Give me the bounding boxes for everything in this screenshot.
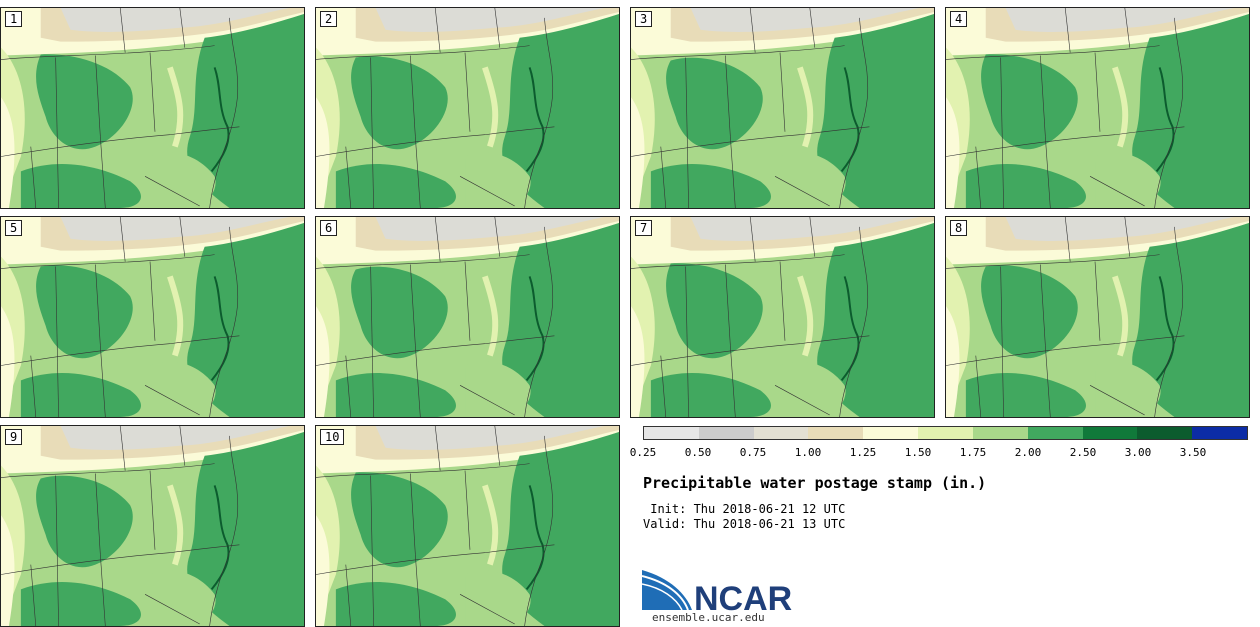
colorbar-segment: [753, 427, 809, 439]
member-number: 7: [635, 220, 653, 236]
member-number: 5: [5, 220, 23, 236]
member-number: 1: [5, 11, 23, 27]
member-number: 3: [635, 11, 653, 27]
colorbar-tick-label: 1.00: [794, 446, 822, 459]
init-time: Init: Thu 2018-06-21 12 UTC: [643, 502, 846, 516]
member-number: 9: [5, 429, 23, 445]
colorbar-segment: [1137, 427, 1193, 439]
colorbar-tick-label: 3.00: [1124, 446, 1152, 459]
colorbar-tick-label: 2.50: [1069, 446, 1097, 459]
logo-text: NCAR: [694, 580, 792, 614]
colorbar-segment: [1027, 427, 1083, 439]
colorbar-segment: [972, 427, 1028, 439]
postage-stamp-map: 3: [630, 7, 935, 209]
website-url: ensemble.ucar.edu: [652, 611, 765, 624]
colorbar-segment: [644, 427, 699, 439]
postage-stamp-map: 7: [630, 216, 935, 418]
colorbar-segment: [698, 427, 754, 439]
member-number: 8: [950, 220, 968, 236]
member-number: 10: [320, 429, 345, 445]
valid-time: Valid: Thu 2018-06-21 13 UTC: [643, 517, 846, 531]
colorbar-tick-label: 1.50: [904, 446, 932, 459]
postage-stamp-map: 1: [0, 7, 305, 209]
member-number: 2: [320, 11, 338, 27]
colorbar-segment: [1192, 427, 1247, 439]
postage-stamp-map: 5: [0, 216, 305, 418]
colorbar-tick-label: 0.25: [629, 446, 657, 459]
postage-stamp-map: 4: [945, 7, 1250, 209]
ncar-logo: NCAR: [642, 570, 792, 614]
colorbar-tick-label: 1.25: [849, 446, 877, 459]
member-number: 4: [950, 11, 968, 27]
postage-stamp-map: 2: [315, 7, 620, 209]
colorbar-tick-label: 3.50: [1179, 446, 1207, 459]
chart-title: Precipitable water postage stamp (in.): [643, 474, 987, 492]
colorbar-tick-label: 1.75: [959, 446, 987, 459]
colorbar-ticks: 0.25 0.50 0.75 1.00 1.25 1.50 1.75 2.00 2.50 3.00…: [628, 446, 1260, 460]
postage-stamp-map: 9: [0, 425, 305, 627]
colorbar-tick-label: 0.75: [739, 446, 767, 459]
member-number: 6: [320, 220, 338, 236]
colorbar-tick-label: 0.50: [684, 446, 712, 459]
postage-stamp-map: 6: [315, 216, 620, 418]
colorbar-segment: [808, 427, 864, 439]
colorbar: [643, 426, 1248, 440]
colorbar-segment: [918, 427, 973, 439]
colorbar-tick-label: 2.00: [1014, 446, 1042, 459]
postage-stamp-map: 8: [945, 216, 1250, 418]
colorbar-segment: [1082, 427, 1138, 439]
postage-stamp-map: 10: [315, 425, 620, 627]
colorbar-segment: [863, 427, 919, 439]
